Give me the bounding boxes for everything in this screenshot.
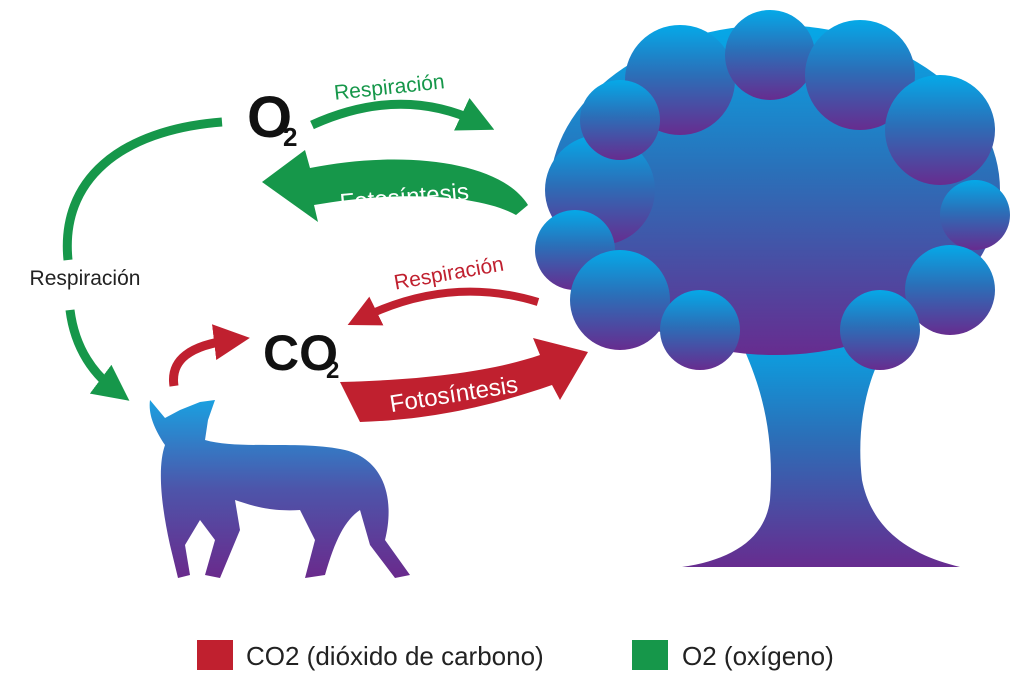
arrow-animal-to-co2 [173, 340, 232, 386]
edge-label: Respiración [392, 253, 505, 295]
arrow-o2-to-animal [67, 122, 222, 260]
tree [535, 10, 1010, 567]
diagram: O 2 CO 2 Respiración Fotosíntesis Respir… [0, 0, 1011, 675]
legend-label: O2 (oxígeno) [682, 641, 834, 671]
legend-swatch [197, 640, 233, 670]
co2-subscript: 2 [326, 357, 339, 384]
edge-label: Respiración [333, 70, 446, 104]
o2-subscript: 2 [283, 122, 297, 152]
legend-swatch [632, 640, 668, 670]
arrow-o2-to-tree [312, 104, 478, 125]
arrow-tree-to-co2 [362, 292, 538, 318]
edge-label: Respiración [30, 267, 141, 290]
fox [150, 400, 410, 578]
arrow-o2-to-animal-2 [70, 310, 115, 390]
legend-label: CO2 (dióxido de carbono) [246, 641, 544, 671]
